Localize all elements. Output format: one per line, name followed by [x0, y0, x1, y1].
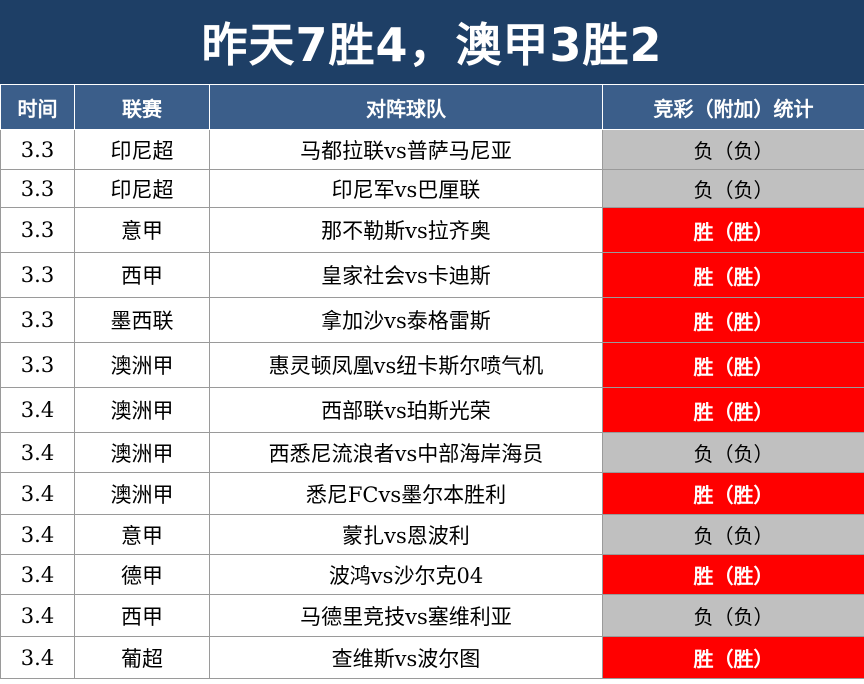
cell-time: 3.3: [0, 342, 75, 388]
header-match: 对阵球队: [209, 84, 603, 130]
header-time: 时间: [0, 84, 75, 130]
cell-match: 波鸿vs沙尔克04: [209, 554, 603, 595]
cell-league: 意甲: [74, 514, 210, 555]
table-row: 3.3 印尼超 马都拉联vs普萨马尼亚 负（负）: [0, 129, 864, 170]
header-row: 时间 联赛 对阵球队 竞彩（附加）统计: [0, 84, 864, 130]
cell-league: 澳洲甲: [74, 342, 210, 388]
cell-result: 负（负）: [602, 594, 864, 637]
results-table: 时间 联赛 对阵球队 竞彩（附加）统计 3.3 印尼超 马都拉联vs普萨马尼亚 负（负…: [0, 84, 864, 679]
cell-match: 西悉尼流浪者vs中部海岸海员: [209, 432, 603, 473]
cell-league: 德甲: [74, 554, 210, 595]
table-row: 3.4 德甲 波鸿vs沙尔克04 胜（胜）: [0, 554, 864, 595]
cell-match: 拿加沙vs泰格雷斯: [209, 297, 603, 343]
table-row: 3.3 印尼超 印尼军vs巴厘联 负（负）: [0, 169, 864, 208]
cell-result: 胜（胜）: [602, 297, 864, 343]
cell-match: 查维斯vs波尔图: [209, 636, 603, 679]
table-row: 3.4 澳洲甲 西部联vs珀斯光荣 胜（胜）: [0, 387, 864, 433]
cell-time: 3.4: [0, 472, 75, 515]
cell-result: 胜（胜）: [602, 342, 864, 388]
table-row: 3.3 西甲 皇家社会vs卡迪斯 胜（胜）: [0, 252, 864, 298]
cell-league: 西甲: [74, 594, 210, 637]
cell-match: 西部联vs珀斯光荣: [209, 387, 603, 433]
cell-match: 印尼军vs巴厘联: [209, 169, 603, 208]
cell-match: 惠灵顿凤凰vs纽卡斯尔喷气机: [209, 342, 603, 388]
cell-league: 墨西联: [74, 297, 210, 343]
cell-time: 3.4: [0, 514, 75, 555]
cell-result: 胜（胜）: [602, 472, 864, 515]
cell-result: 负（负）: [602, 432, 864, 473]
cell-result: 胜（胜）: [602, 252, 864, 298]
cell-league: 印尼超: [74, 129, 210, 170]
cell-league: 意甲: [74, 207, 210, 253]
cell-league: 澳洲甲: [74, 472, 210, 515]
cell-time: 3.3: [0, 207, 75, 253]
table-row: 3.4 澳洲甲 西悉尼流浪者vs中部海岸海员 负（负）: [0, 432, 864, 473]
cell-match: 马都拉联vs普萨马尼亚: [209, 129, 603, 170]
cell-time: 3.3: [0, 129, 75, 170]
table-row: 3.3 意甲 那不勒斯vs拉齐奥 胜（胜）: [0, 207, 864, 253]
cell-match: 悉尼FCvs墨尔本胜利: [209, 472, 603, 515]
cell-result: 胜（胜）: [602, 207, 864, 253]
cell-time: 3.4: [0, 636, 75, 679]
cell-result: 胜（胜）: [602, 387, 864, 433]
cell-result: 负（负）: [602, 129, 864, 170]
cell-result: 负（负）: [602, 514, 864, 555]
table-row: 3.4 西甲 马德里竞技vs塞维利亚 负（负）: [0, 594, 864, 637]
header-league: 联赛: [74, 84, 210, 130]
table-row: 3.4 葡超 查维斯vs波尔图 胜（胜）: [0, 636, 864, 679]
cell-result: 胜（胜）: [602, 636, 864, 679]
cell-match: 那不勒斯vs拉齐奥: [209, 207, 603, 253]
cell-match: 蒙扎vs恩波利: [209, 514, 603, 555]
cell-time: 3.3: [0, 169, 75, 208]
cell-time: 3.4: [0, 554, 75, 595]
table-row: 3.4 意甲 蒙扎vs恩波利 负（负）: [0, 514, 864, 555]
cell-time: 3.3: [0, 252, 75, 298]
table-row: 3.4 澳洲甲 悉尼FCvs墨尔本胜利 胜（胜）: [0, 472, 864, 515]
table-row: 3.3 澳洲甲 惠灵顿凤凰vs纽卡斯尔喷气机 胜（胜）: [0, 342, 864, 388]
cell-result: 负（负）: [602, 169, 864, 208]
cell-league: 澳洲甲: [74, 432, 210, 473]
table-row: 3.3 墨西联 拿加沙vs泰格雷斯 胜（胜）: [0, 297, 864, 343]
cell-time: 3.3: [0, 297, 75, 343]
cell-league: 西甲: [74, 252, 210, 298]
cell-league: 葡超: [74, 636, 210, 679]
cell-result: 胜（胜）: [602, 554, 864, 595]
cell-league: 澳洲甲: [74, 387, 210, 433]
cell-time: 3.4: [0, 594, 75, 637]
cell-time: 3.4: [0, 432, 75, 473]
cell-time: 3.4: [0, 387, 75, 433]
table-body: 3.3 印尼超 马都拉联vs普萨马尼亚 负（负） 3.3 印尼超 印尼军vs巴厘联 负（负） 3…: [0, 129, 864, 679]
cell-league: 印尼超: [74, 169, 210, 208]
cell-match: 马德里竞技vs塞维利亚: [209, 594, 603, 637]
header-result: 竞彩（附加）统计: [602, 84, 864, 130]
cell-match: 皇家社会vs卡迪斯: [209, 252, 603, 298]
page-title: 昨天7胜4，澳甲3胜2: [0, 0, 864, 84]
